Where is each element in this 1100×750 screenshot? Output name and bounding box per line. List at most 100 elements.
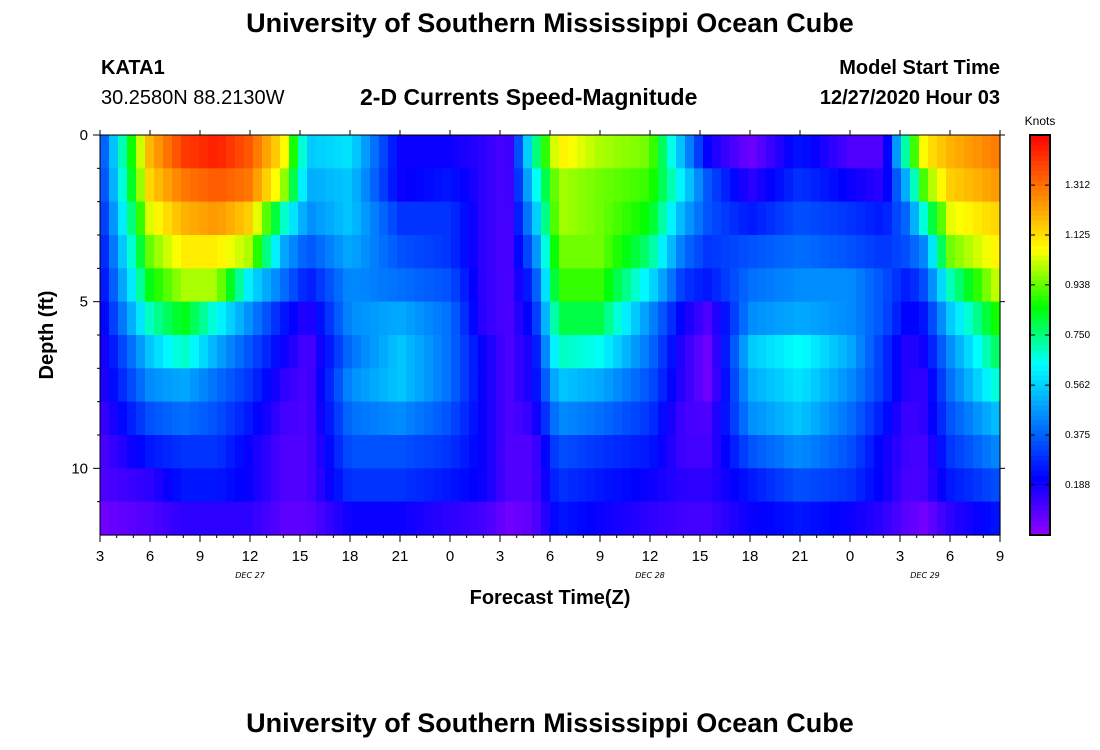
heatmap-cell	[505, 201, 515, 236]
heatmap-cell	[883, 368, 893, 403]
heatmap-cell	[271, 168, 281, 203]
heatmap-cell	[982, 301, 992, 336]
heatmap-cell	[343, 435, 353, 469]
colorbar-segment	[1030, 335, 1050, 341]
heatmap-cell	[424, 401, 434, 436]
heatmap-cell	[964, 201, 974, 236]
heatmap-cell	[775, 135, 785, 169]
heatmap-cell	[334, 235, 344, 269]
heatmap-cell	[559, 268, 569, 303]
heatmap-cell	[667, 168, 677, 203]
heatmap-cell	[973, 235, 983, 269]
heatmap-cell	[478, 368, 488, 403]
heatmap-cell	[847, 501, 857, 536]
heatmap-cell	[253, 201, 263, 236]
heatmap-cell	[829, 435, 839, 469]
heatmap-cell	[685, 135, 695, 169]
heatmap-cell	[973, 468, 983, 503]
heatmap-cell	[136, 468, 146, 503]
heatmap-cell	[577, 335, 587, 369]
heatmap-cell	[865, 268, 875, 303]
heatmap-cell	[334, 301, 344, 336]
heatmap-cell	[730, 368, 740, 403]
x-tick-label: 18	[342, 548, 359, 565]
heatmap-cell	[784, 201, 794, 236]
heatmap-cell	[289, 235, 299, 269]
heatmap-cell	[118, 301, 128, 336]
heatmap-cell	[847, 301, 857, 336]
colorbar-segment	[1030, 255, 1050, 261]
colorbar-segment	[1030, 155, 1050, 161]
heatmap-cell	[613, 368, 623, 403]
heatmap-cell	[505, 501, 515, 536]
heatmap-cell	[604, 335, 614, 369]
heatmap-cell	[685, 435, 695, 469]
heatmap-cell	[964, 268, 974, 303]
heatmap-cell	[217, 468, 227, 503]
heatmap-cell	[892, 301, 902, 336]
heatmap-cell	[640, 268, 650, 303]
heatmap-cell	[874, 335, 884, 369]
heatmap-cell	[307, 468, 317, 503]
heatmap-cell	[145, 301, 155, 336]
heatmap-cell	[325, 201, 335, 236]
heatmap-cell	[775, 335, 785, 369]
colorbar-segment	[1030, 420, 1050, 426]
colorbar	[1030, 135, 1050, 536]
heatmap-cell	[604, 468, 614, 503]
heatmap-cell	[919, 368, 929, 403]
heatmap-cell	[748, 301, 758, 336]
heatmap-cell	[352, 435, 362, 469]
heatmap-cell	[172, 335, 182, 369]
heatmap-cell	[667, 301, 677, 336]
heatmap-cell	[370, 235, 380, 269]
heatmap-cell	[667, 368, 677, 403]
heatmap-cell	[982, 201, 992, 236]
heatmap-cell	[757, 301, 767, 336]
heatmap-cell	[487, 501, 497, 536]
heatmap-cell	[874, 201, 884, 236]
colorbar-segment	[1030, 285, 1050, 291]
heatmap-cell	[442, 468, 452, 503]
heatmap-cell	[595, 201, 605, 236]
heatmap-cell	[415, 401, 425, 436]
heatmap-cell	[892, 168, 902, 203]
heatmap-cell	[262, 301, 272, 336]
heatmap-cell	[559, 501, 569, 536]
heatmap-cell	[622, 501, 632, 536]
heatmap-cell	[613, 201, 623, 236]
heatmap-cell	[847, 235, 857, 269]
heatmap-cell	[361, 401, 371, 436]
heatmap-cell	[865, 301, 875, 336]
colorbar-segment	[1030, 215, 1050, 221]
heatmap-cell	[163, 201, 173, 236]
heatmap-cell	[946, 401, 956, 436]
heatmap-cell	[892, 268, 902, 303]
heatmap-cell	[406, 235, 416, 269]
heatmap-cell	[307, 301, 317, 336]
heatmap-cell	[190, 501, 200, 536]
heatmap-cell	[568, 135, 578, 169]
heatmap-cell	[226, 268, 236, 303]
heatmap-cell	[658, 368, 668, 403]
heatmap-cell	[316, 135, 326, 169]
heatmap-cell	[127, 201, 137, 236]
x-tick-label: 21	[792, 548, 809, 565]
heatmap-cell	[316, 435, 326, 469]
heatmap-cell	[703, 501, 713, 536]
colorbar-segment	[1030, 520, 1050, 526]
heatmap-cell	[955, 301, 965, 336]
heatmap-cell	[658, 268, 668, 303]
heatmap-cell	[487, 235, 497, 269]
heatmap-cell	[433, 501, 443, 536]
heatmap-cell	[487, 201, 497, 236]
heatmap-cell	[550, 235, 560, 269]
heatmap-cell	[352, 301, 362, 336]
heatmap-cell	[811, 435, 821, 469]
heatmap-cell	[568, 268, 578, 303]
heatmap-cell	[505, 401, 515, 436]
heatmap-cell	[919, 301, 929, 336]
heatmap-cell	[523, 168, 533, 203]
heatmap-cell	[370, 468, 380, 503]
heatmap-cell	[793, 168, 803, 203]
